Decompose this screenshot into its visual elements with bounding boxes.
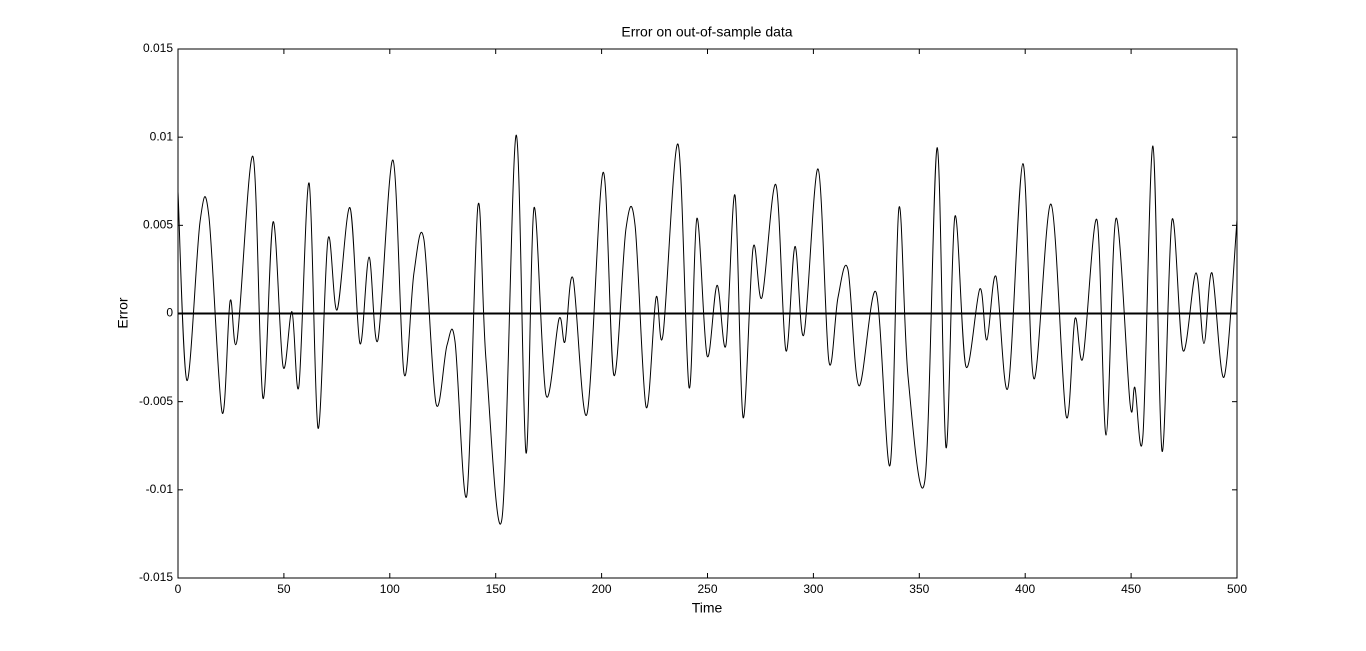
- x-tick-label: 500: [1227, 582, 1247, 596]
- y-tick-label: -0.015: [139, 570, 173, 584]
- y-tick-label: 0.005: [143, 218, 173, 232]
- x-tick-label: 400: [1015, 582, 1035, 596]
- y-tick-label: -0.01: [146, 482, 174, 496]
- x-tick-label: 350: [909, 582, 929, 596]
- x-tick-label: 450: [1121, 582, 1141, 596]
- error-line: [177, 134, 1238, 525]
- y-tick-label: 0.01: [150, 129, 174, 143]
- x-tick-label: 50: [277, 582, 291, 596]
- x-tick-label: 200: [592, 582, 612, 596]
- x-tick-label: 100: [380, 582, 400, 596]
- chart-title: Error on out-of-sample data: [621, 24, 792, 40]
- x-tick-label: 0: [175, 582, 182, 596]
- y-tick-label: 0.015: [143, 41, 173, 55]
- y-axis-label: Error: [115, 297, 131, 328]
- y-tick-label: -0.005: [139, 394, 173, 408]
- x-tick-label: 250: [697, 582, 717, 596]
- x-tick-label: 150: [486, 582, 506, 596]
- x-tick-label: 300: [803, 582, 823, 596]
- y-tick-label: 0: [166, 306, 173, 320]
- x-axis-label: Time: [692, 600, 723, 616]
